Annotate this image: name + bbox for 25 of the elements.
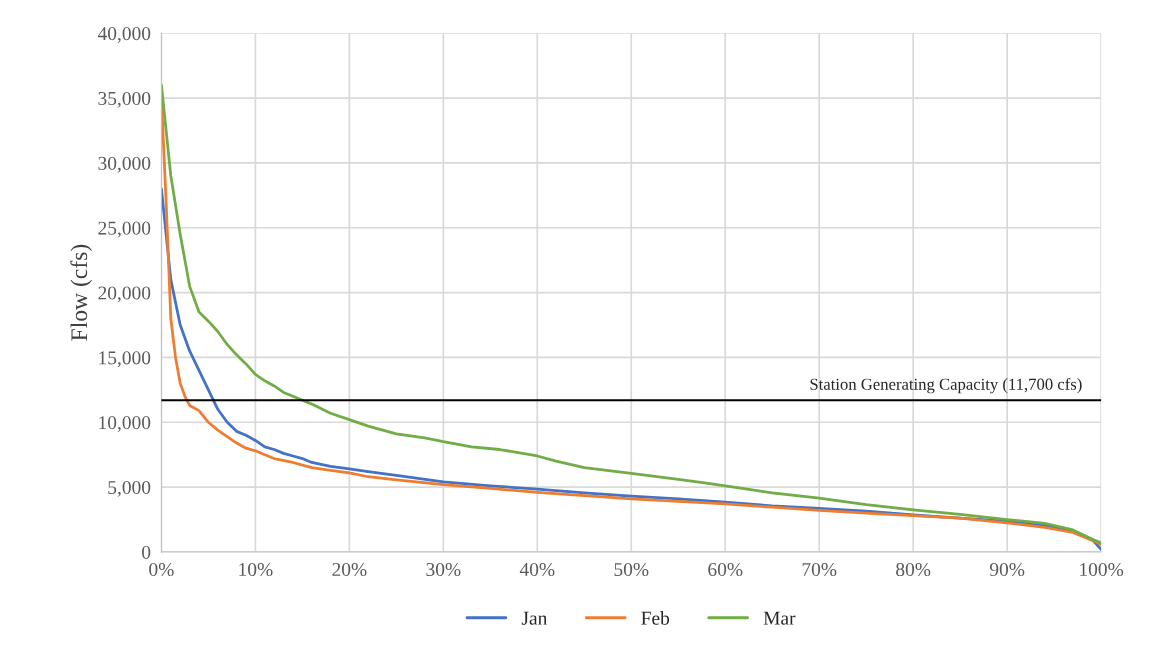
x-tick-label: 20% [332, 562, 367, 577]
ref-line-label: Station Generating Capacity (11,700 cfs) [810, 377, 1082, 394]
x-tick-label: 50% [614, 562, 649, 577]
x-tick-label: 40% [519, 562, 555, 577]
y-tick-label: 30,000 [98, 156, 151, 173]
legend-label: Jan [521, 611, 548, 625]
y-tick-label: 5,000 [108, 480, 151, 497]
legend-label: Mar [763, 611, 796, 625]
y-tick-label: 25,000 [98, 221, 151, 238]
x-tick-label: 30% [426, 562, 461, 577]
y-tick-label: 15,000 [99, 351, 151, 368]
y-tick-label: 35,000 [98, 91, 151, 108]
x-tick-label: 10% [239, 562, 273, 577]
y-tick-label: 20,000 [98, 286, 151, 303]
x-tick-label: 80% [896, 562, 931, 577]
x-tick-label: 100% [1080, 562, 1124, 577]
x-tick-label: 90% [989, 562, 1025, 577]
x-tick-label: 70% [802, 562, 837, 577]
x-tick-label: 0% [149, 562, 174, 577]
x-tick-label: 60% [708, 562, 743, 577]
legend-label: Feb [641, 611, 670, 625]
y-tick-label: 10,000 [99, 416, 151, 433]
y-tick-label: 0 [142, 545, 151, 559]
y-axis-title: Flow (cfs) [70, 244, 92, 341]
y-tick-label: 40,000 [97, 27, 151, 43]
